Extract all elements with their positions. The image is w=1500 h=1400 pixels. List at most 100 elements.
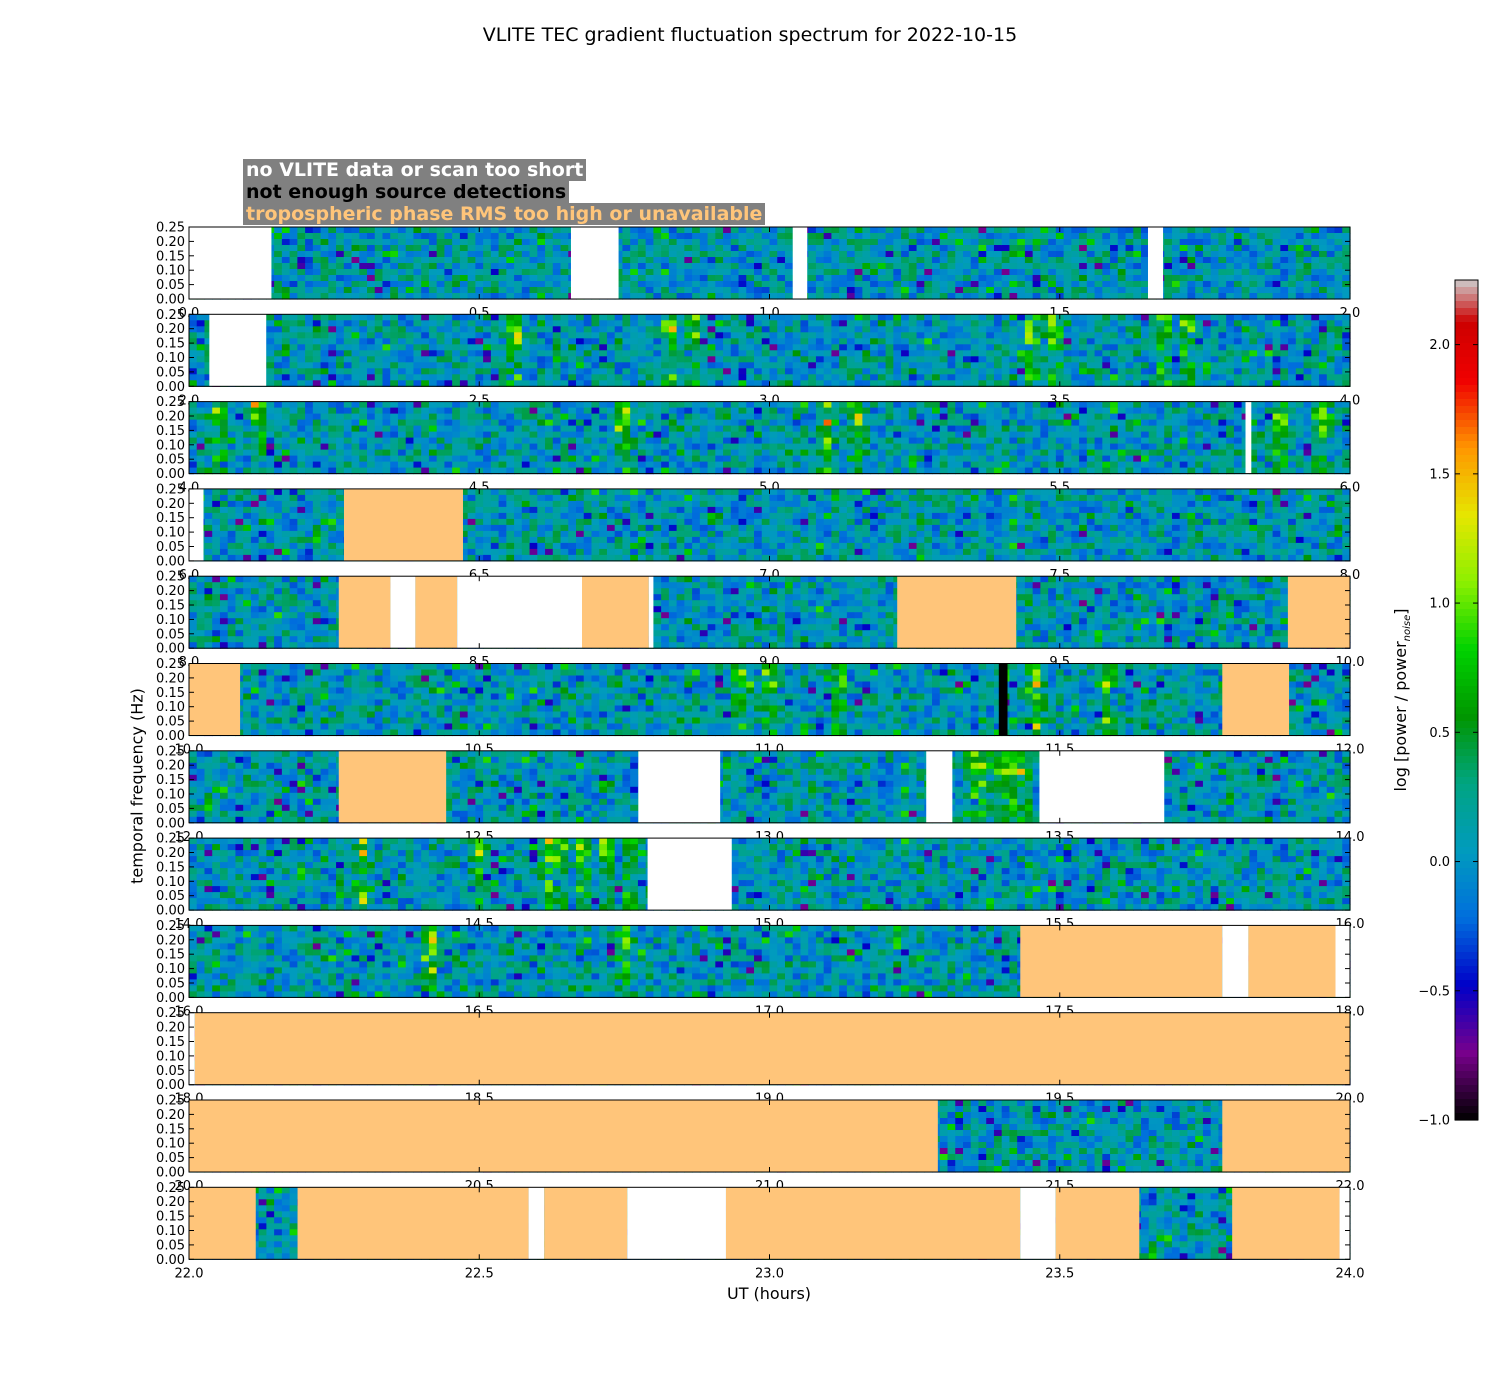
spectrum-cell	[746, 461, 755, 469]
spectrum-cell	[428, 419, 438, 427]
spectrum-cell	[932, 449, 941, 457]
spectrum-cell	[939, 437, 949, 445]
spectrum-cell	[916, 425, 925, 433]
spectrum-cell	[1319, 326, 1328, 333]
spectrum-cell	[390, 437, 399, 445]
spectrum-cell	[444, 332, 453, 339]
spectrum-cell	[1001, 263, 1011, 270]
spectrum-cell	[661, 368, 670, 375]
spectrum-cell	[1133, 263, 1142, 270]
spectrum-cell	[599, 344, 608, 351]
spectrum-cell	[483, 338, 492, 345]
spectrum-cell	[343, 257, 353, 264]
spectrum-cell	[730, 425, 740, 433]
spectrum-cell	[483, 449, 492, 457]
spectrum-cell	[916, 293, 925, 300]
spectrum-cell	[1249, 233, 1258, 240]
spectrum-cell	[1226, 344, 1235, 351]
spectrum-cell	[1311, 281, 1320, 288]
spectrum-cell	[1024, 425, 1034, 433]
spectrum-cell	[947, 287, 956, 294]
spectrum-cell	[1001, 356, 1011, 363]
spectrum-cell	[1141, 281, 1150, 288]
spectrum-cell	[1148, 368, 1158, 375]
spectrum-cell	[490, 467, 500, 475]
spectrum-cell	[483, 281, 492, 288]
spectrum-cell	[746, 245, 755, 252]
spectrum-cell	[1288, 227, 1297, 234]
spectrum-cell	[1210, 227, 1220, 234]
spectrum-cell	[281, 425, 291, 433]
spectrum-cell	[1280, 257, 1289, 264]
spectrum-cell	[1009, 380, 1018, 387]
spectrum-cell	[459, 461, 469, 469]
spectrum-cell	[1195, 287, 1204, 294]
flagged-interval-no-data	[570, 227, 619, 299]
spectrum-cell	[1264, 293, 1274, 300]
spectrum-cell	[846, 401, 856, 409]
spectrum-cell	[258, 437, 267, 445]
spectrum-cell	[986, 257, 995, 264]
spectrum-cell	[1032, 257, 1041, 264]
spectrum-cell	[490, 338, 500, 345]
spectrum-cell	[459, 431, 469, 439]
spectrum-cell	[684, 257, 693, 264]
spectrum-cell	[839, 233, 848, 240]
spectrum-cell	[421, 437, 430, 445]
spectrum-cell	[707, 227, 716, 234]
spectrum-cell	[1001, 332, 1011, 339]
spectrum-cell	[653, 326, 662, 333]
spectrum-cell	[707, 257, 716, 264]
y-tick-label: 0.05	[156, 278, 185, 293]
spectrum-cell	[1079, 245, 1088, 252]
spectrum-cell	[970, 245, 980, 252]
spectrum-cell	[1226, 362, 1235, 369]
spectrum-cell	[1040, 362, 1049, 369]
spectrum-cell	[560, 407, 569, 415]
spectrum-cell	[367, 380, 376, 387]
spectrum-cell	[560, 350, 569, 357]
spectrum-cell	[289, 227, 298, 234]
spectrum-cell	[1063, 239, 1072, 246]
spectrum-cell	[305, 269, 314, 276]
spectrum-cell	[413, 332, 422, 339]
spectrum-cell	[893, 443, 902, 451]
spectrum-cell	[645, 233, 654, 240]
spectrum-cell	[1179, 368, 1189, 375]
spectrum-cell	[932, 413, 941, 421]
spectrum-cell	[777, 338, 786, 345]
spectrum-cell	[1171, 320, 1181, 327]
spectrum-cell	[761, 320, 771, 327]
spectrum-cell	[506, 269, 515, 276]
spectrum-cell	[552, 263, 562, 270]
spectrum-cell	[1171, 344, 1181, 351]
spectrum-cell	[1024, 239, 1034, 246]
spectrum-cell	[1141, 257, 1150, 264]
spectrum-cell	[444, 320, 453, 327]
spectrum-cell	[986, 368, 995, 375]
spectrum-cell	[1264, 350, 1274, 357]
spectrum-cell	[1319, 293, 1328, 300]
spectrum-cell	[475, 287, 484, 294]
spectrum-cell	[459, 425, 469, 433]
spectrum-cell	[1288, 350, 1297, 357]
spectrum-cell	[1334, 275, 1343, 282]
spectrum-cell	[730, 467, 740, 475]
spectrum-cell	[730, 431, 740, 439]
spectrum-cell	[622, 413, 631, 421]
spectrum-cell	[266, 332, 275, 339]
spectrum-cell	[637, 293, 647, 300]
spectrum-cell	[1272, 281, 1281, 288]
spectrum-cell	[1148, 314, 1158, 321]
spectrum-cell	[390, 368, 399, 375]
spectrum-cell	[637, 233, 647, 240]
spectrum-cell	[1032, 407, 1041, 415]
spectrum-cell	[630, 275, 639, 282]
spectrum-cell	[312, 401, 322, 409]
spectrum-cell	[328, 269, 337, 276]
spectrum-cell	[359, 275, 368, 282]
spectrum-cell	[421, 257, 430, 264]
spectrum-cell	[1156, 332, 1165, 339]
spectrum-cell	[483, 293, 492, 300]
